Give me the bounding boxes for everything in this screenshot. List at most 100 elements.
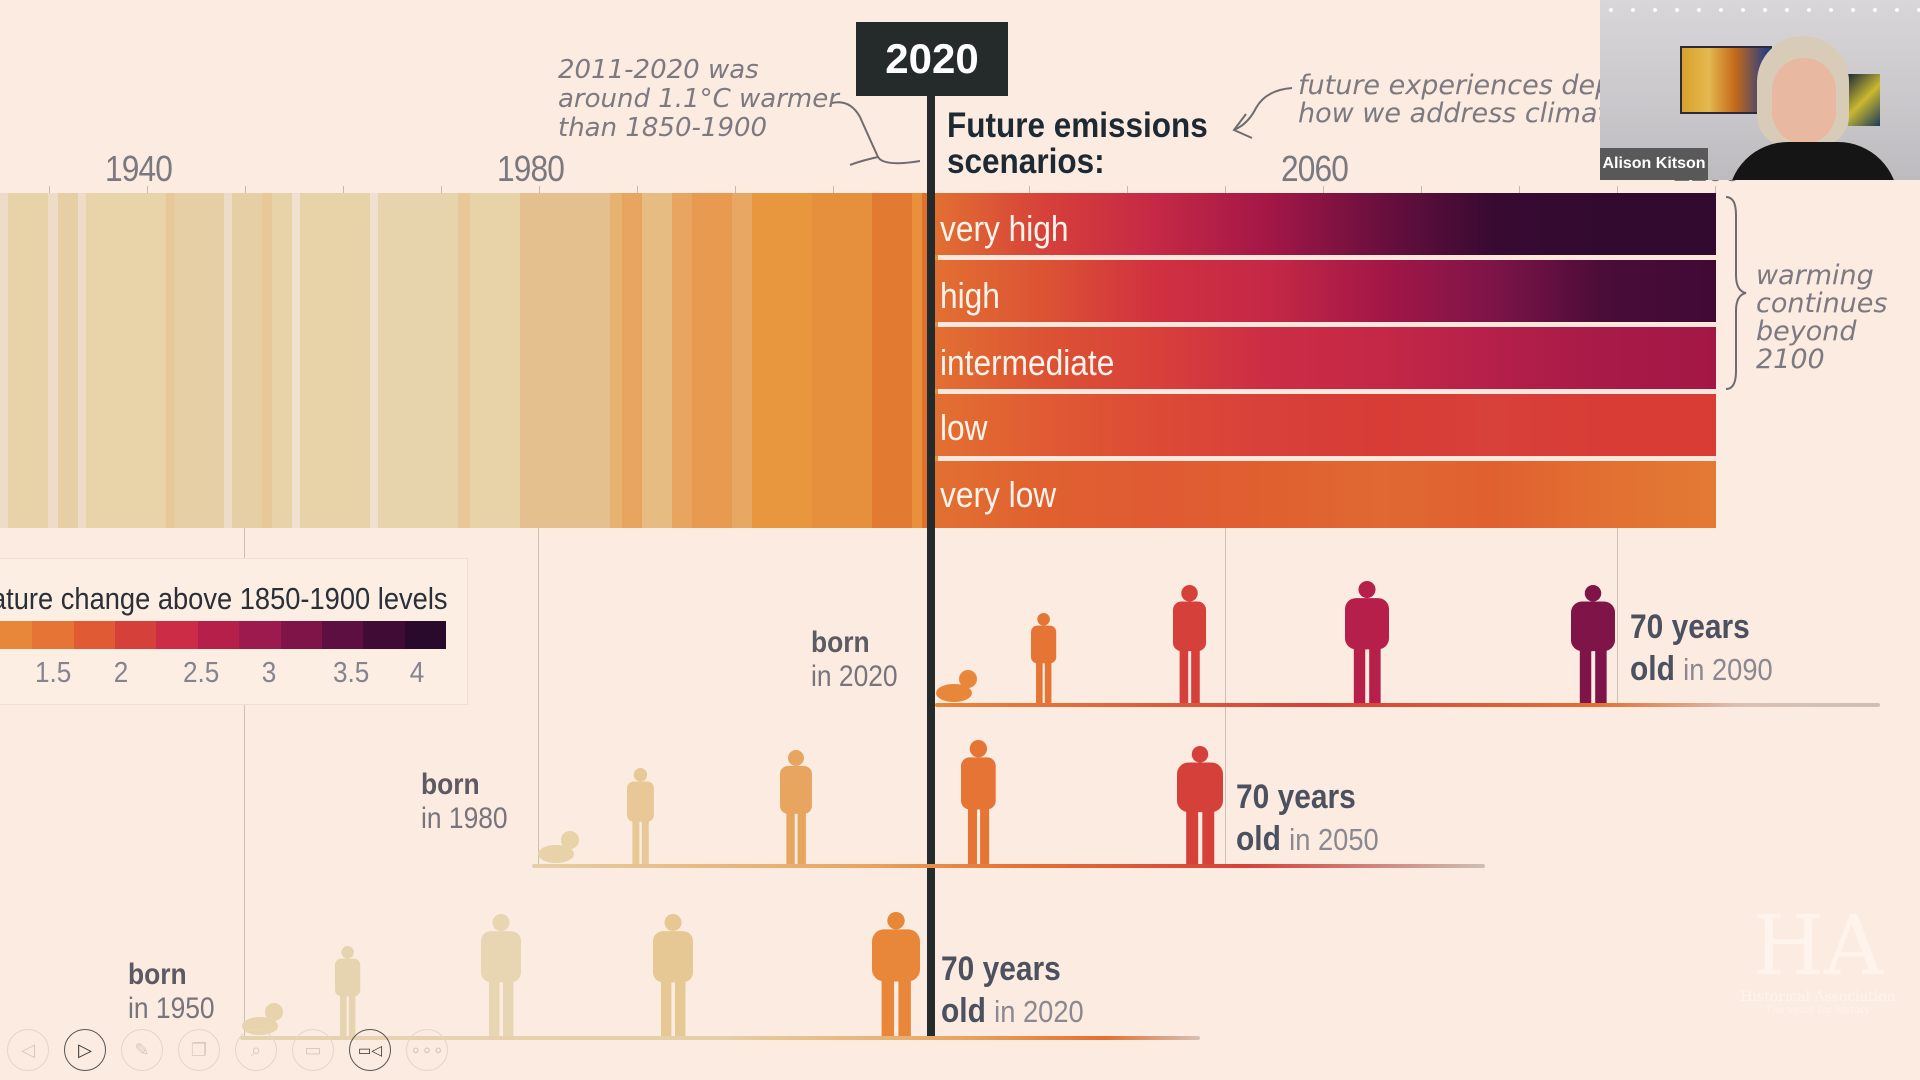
stripe [300,193,370,528]
axis-year-2060: 2060 [1281,148,1349,189]
age-old: old [1236,820,1281,858]
note-line: future experiences depe [1298,72,1600,101]
person-face [1772,58,1836,144]
axis-tick [1225,186,1226,194]
legend-swatch [156,621,198,649]
scenario-row-very-high [935,193,1716,255]
legend-tick: 2.5 [183,657,220,689]
colorbar-legend: ature change above 1850-1900 levels 1.5 … [0,558,468,705]
legend-swatch [0,621,33,649]
legend-tick: 3.5 [333,657,370,689]
webcam-video[interactable]: Alison Kitson [1600,0,1920,180]
gridline-1950 [244,528,245,1038]
person-silhouette-icon [956,740,1001,869]
born-word: born [421,768,480,801]
born-1980-label: born in 1980 [421,768,508,836]
scenario-label-low: low [940,407,988,448]
axis-tick [637,186,638,194]
brace-connector-icon [831,101,921,166]
stripe [470,193,520,528]
scenario-label-intermediate: intermediate [940,342,1115,383]
stripe [912,193,922,528]
person-silhouette-icon [330,946,365,1041]
stripe [292,193,300,528]
title-line: scenarios: [947,142,1105,181]
scenario-label-high: high [940,275,1000,316]
age70-2050-label: 70 years old in 2050 [1236,776,1379,861]
note-line: 2011-2020 was [558,55,759,85]
stripe [48,193,58,528]
stripe [166,193,174,528]
scenario-label-very-high: very high [940,208,1069,249]
painting [1848,74,1880,126]
stripe [78,193,86,528]
title-line: Future emissions [947,106,1208,145]
age70-2090-label: 70 years old in 2090 [1630,606,1773,691]
person-silhouette-icon [476,914,526,1041]
note-line: than 1850-1900 [558,113,768,143]
born-year: in 1980 [421,802,508,835]
born-2020-label: born in 2020 [811,626,898,694]
axis-year-1980: 1980 [497,148,565,189]
axis-tick [1323,186,1324,194]
next-icon: ▷ [78,1039,92,1060]
age-year: in 2050 [1289,822,1379,857]
stripe [622,193,642,528]
gridline-2050 [1225,528,1226,868]
person-silhouette-icon [1172,746,1228,869]
scenario-row-intermediate [935,327,1716,389]
age-line: 70 years [1236,778,1356,816]
born-1950-label: born in 1950 [128,958,215,1026]
stripe [224,193,232,528]
fairy-lights [1600,0,1920,16]
future-experiences-note: future experiences depe how we address c… [1298,72,1600,128]
stripe [272,193,292,528]
legend-title: ature change above 1850-1900 levels [0,581,448,616]
axis-tick [441,186,442,194]
legend-swatch [280,621,322,649]
historical-association-logo: HA Historical Association The voice for … [1738,905,1898,1017]
stripe [642,193,672,528]
legend-tick: 3 [261,657,277,689]
person-silhouette-icon [1566,585,1620,708]
person-silhouette-icon [1340,581,1394,708]
stripe [520,193,610,528]
axis-tick [1421,186,1422,194]
axis-tick [833,186,834,194]
age70-2020-label: 70 years old in 2020 [941,948,1084,1033]
timeline-1980 [532,864,1485,868]
axis-tick [1715,186,1716,194]
note-line: beyond [1756,316,1857,347]
previous-button[interactable]: ◁ [7,1029,49,1071]
person-silhouette-icon [648,914,698,1041]
legend-swatch [239,621,281,649]
camera-button[interactable]: ▭◁ [349,1029,391,1071]
participant-name: Alison Kitson [1600,148,1708,180]
more-button[interactable]: ∘∘∘ [406,1029,448,1071]
subtitles-button[interactable]: ▭ [292,1029,334,1071]
slides-icon: ❐ [190,1039,208,1060]
stripe [610,193,622,528]
next-button[interactable]: ▷ [64,1029,106,1071]
scenario-separator [938,389,1719,394]
timeline-2020 [935,703,1880,707]
stripe [812,193,872,528]
born-word: born [128,958,187,991]
pen-button[interactable]: ✎ [121,1029,163,1071]
age-year: in 2090 [1683,652,1773,687]
previous-icon: ◁ [21,1039,35,1060]
note-line: how we address climate [1298,98,1600,128]
zoom-button[interactable]: ⌕ [235,1029,277,1071]
stripe [370,193,378,528]
more-icon: ∘∘∘ [410,1039,444,1060]
axis-tick [49,186,50,194]
scenarios-title: Future emissions scenarios: [947,108,1208,180]
stripe [732,193,752,528]
painting [1680,46,1772,114]
stripe [458,193,470,528]
logo-name: Historical Association [1740,989,1896,1005]
slides-button[interactable]: ❐ [178,1029,220,1071]
stripe [872,193,912,528]
scenario-separator [938,322,1719,327]
axis-tick [1617,186,1618,194]
